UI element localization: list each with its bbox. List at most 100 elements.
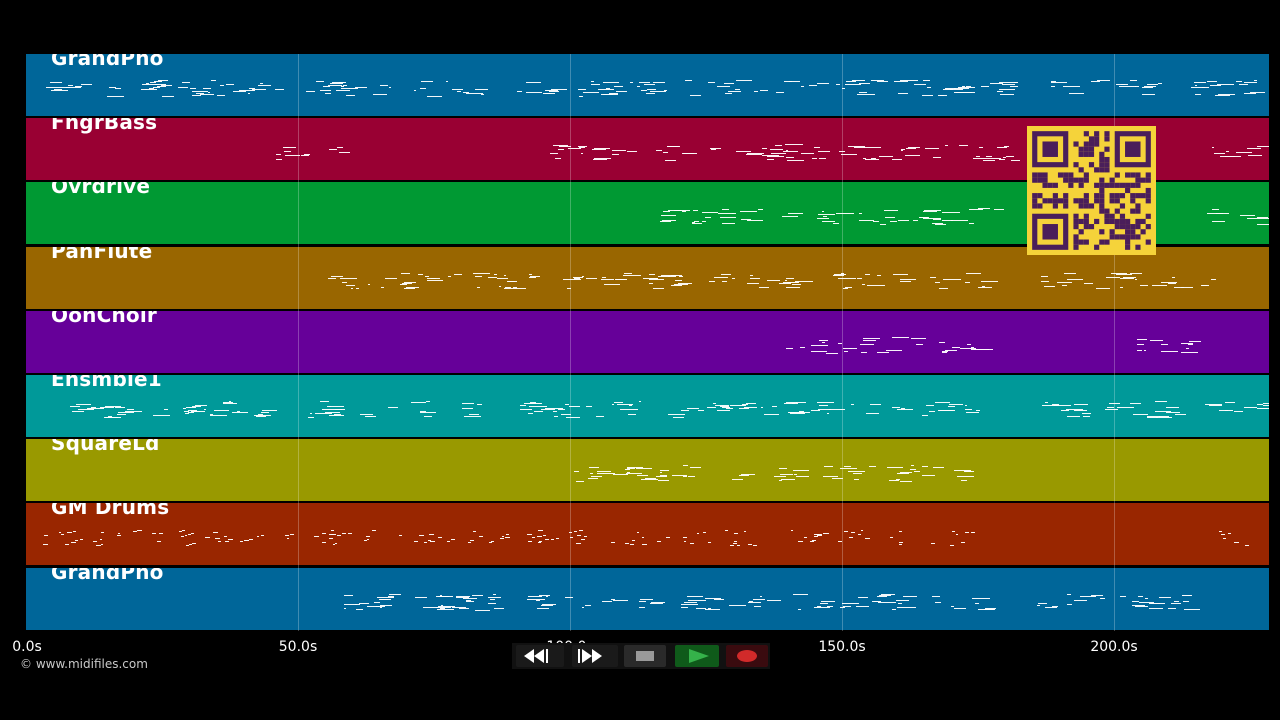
- note: [898, 541, 903, 543]
- note: [465, 601, 475, 603]
- note: [1045, 402, 1049, 404]
- stop-button[interactable]: [624, 645, 666, 667]
- note: [714, 405, 729, 407]
- note: [583, 536, 587, 538]
- play-button[interactable]: [675, 645, 719, 667]
- note: [673, 210, 691, 212]
- note: [746, 153, 764, 155]
- note: [793, 594, 808, 596]
- note: [248, 538, 254, 540]
- note: [553, 410, 558, 412]
- note: [193, 410, 205, 412]
- note: [975, 409, 980, 411]
- note: [801, 86, 805, 88]
- note: [1246, 147, 1261, 149]
- note: [524, 403, 542, 405]
- note: [577, 88, 586, 90]
- note: [848, 536, 854, 538]
- note: [982, 285, 985, 287]
- note: [922, 210, 938, 212]
- note: [70, 405, 81, 407]
- note: [503, 275, 506, 277]
- note: [664, 160, 677, 162]
- record-button[interactable]: [726, 645, 768, 667]
- note: [1154, 410, 1172, 412]
- note: [1066, 416, 1081, 418]
- note: [1206, 80, 1218, 82]
- note: [704, 609, 721, 611]
- note: [743, 531, 747, 532]
- note: [891, 407, 900, 409]
- note: [965, 412, 980, 413]
- note: [1119, 287, 1124, 289]
- fast-forward-button[interactable]: [572, 645, 618, 667]
- note: [848, 470, 866, 472]
- note: [190, 87, 197, 89]
- note: [899, 279, 916, 281]
- note: [813, 606, 830, 608]
- note: [440, 608, 445, 610]
- note: [707, 542, 711, 544]
- note: [821, 221, 836, 223]
- note: [488, 277, 498, 279]
- fast-forward-icon: [578, 649, 602, 663]
- note: [913, 470, 921, 472]
- note: [950, 88, 963, 90]
- note: [658, 276, 670, 278]
- note: [708, 607, 711, 609]
- note: [1004, 146, 1009, 148]
- note: [423, 542, 428, 544]
- note: [1180, 287, 1193, 289]
- note: [427, 279, 443, 281]
- note: [971, 346, 975, 348]
- note: [888, 480, 897, 482]
- note: [601, 600, 612, 602]
- note: [222, 401, 234, 403]
- note: [792, 470, 810, 472]
- note: [438, 605, 455, 607]
- note: [950, 220, 968, 222]
- note: [1166, 412, 1180, 414]
- track-grandpno-2: GrandPno: [26, 567, 1269, 630]
- rewind-button[interactable]: [516, 645, 564, 667]
- note: [79, 539, 83, 541]
- note: [373, 601, 381, 603]
- note: [560, 413, 572, 415]
- note: [1236, 151, 1253, 153]
- note: [155, 83, 166, 85]
- note: [613, 86, 623, 88]
- note: [354, 604, 361, 606]
- note: [1217, 93, 1235, 95]
- note: [972, 531, 975, 533]
- note: [1194, 82, 1206, 84]
- copyright-text: © www.midifiles.com: [20, 657, 148, 671]
- note: [453, 273, 463, 275]
- note: [364, 540, 367, 542]
- note: [682, 152, 695, 154]
- note: [725, 530, 729, 532]
- note: [950, 605, 954, 607]
- note: [972, 157, 984, 159]
- note: [538, 529, 543, 531]
- note: [183, 410, 190, 412]
- note: [997, 147, 1007, 148]
- note: [1187, 344, 1194, 346]
- note: [949, 545, 955, 547]
- note: [933, 156, 942, 158]
- note: [811, 540, 817, 542]
- note: [1257, 224, 1269, 226]
- note: [735, 80, 753, 82]
- note: [322, 86, 330, 88]
- note: [642, 278, 658, 280]
- note: [1243, 93, 1256, 95]
- note: [347, 533, 353, 535]
- note: [591, 84, 601, 86]
- note: [328, 537, 333, 539]
- note: [673, 284, 689, 286]
- note: [1138, 602, 1155, 604]
- note: [539, 594, 550, 596]
- note: [506, 534, 510, 536]
- note: [1214, 152, 1226, 154]
- note: [779, 473, 794, 475]
- note: [977, 609, 995, 611]
